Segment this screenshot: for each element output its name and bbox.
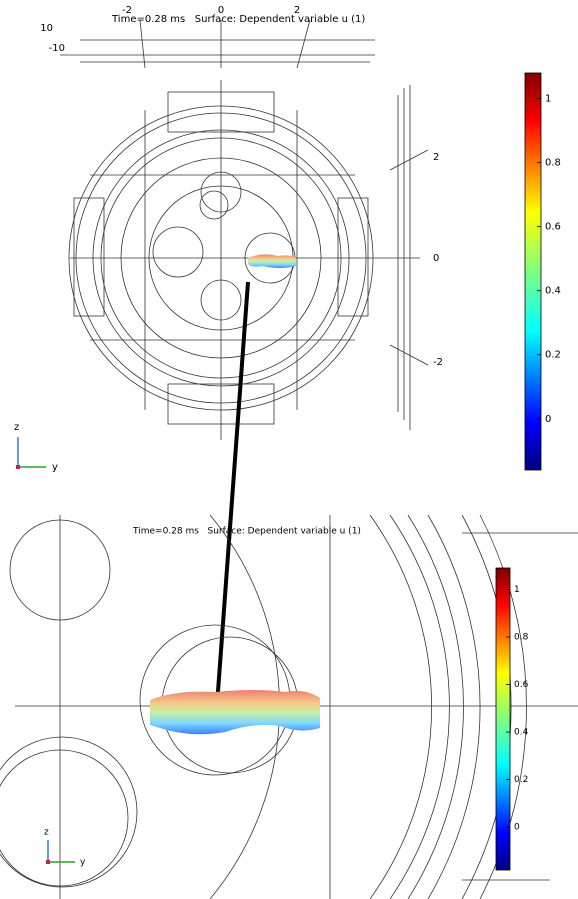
- top-geometry: [60, 20, 428, 440]
- top-colorbar: [525, 73, 541, 470]
- screenshot: Time=0.28 ms Surface: Dependent variable…: [0, 0, 578, 899]
- colorbar-tick-label: 0.2: [514, 775, 528, 785]
- zoom-axes-icon: [46, 840, 75, 864]
- colorbar-tick-label: 0: [545, 414, 551, 425]
- v-tick-label: -2: [433, 357, 443, 368]
- colorbar-tick-label: 0.6: [514, 680, 529, 690]
- solution-strip: [248, 254, 296, 268]
- colorbar: [525, 73, 541, 470]
- arrow: [217, 282, 248, 705]
- colorbar-tick-label: 0.4: [545, 286, 561, 297]
- axis-label: z: [14, 422, 19, 433]
- h-tick-label: 0: [218, 5, 224, 16]
- solution-blob: [150, 690, 320, 734]
- colorbar-tick-label: 0.8: [514, 632, 529, 642]
- axis-label: y: [80, 858, 86, 868]
- colorbar: [496, 568, 510, 870]
- colorbar-tick-label: 0.8: [545, 158, 561, 169]
- h-tick-label: 2: [294, 5, 300, 16]
- colorbar-tick-label: 1: [545, 94, 551, 105]
- top-title: Time=0.28 ms Surface: Dependent variable…: [111, 14, 365, 25]
- colorbar-tick-label: 0: [514, 823, 520, 833]
- zoom-title: Time=0.28 ms Surface: Dependent variable…: [132, 527, 361, 537]
- colorbar-tick-label: 1: [514, 585, 520, 595]
- top-axes-icon: [16, 437, 46, 469]
- v-tick-label: 2: [433, 152, 439, 163]
- colorbar-tick-label: 0.4: [514, 728, 529, 738]
- zoom-colorbar: [496, 568, 510, 870]
- h-tick-label: -2: [122, 5, 132, 16]
- depth-tick-label: -10: [49, 43, 65, 54]
- colorbar-tick-label: 0.6: [545, 222, 561, 233]
- zoom-geometry: [0, 515, 578, 899]
- v-tick-label: 0: [433, 253, 439, 264]
- axis-label: z: [44, 828, 49, 838]
- axis-label: y: [52, 462, 58, 473]
- depth-tick-label: 10: [40, 23, 53, 34]
- colorbar-tick-label: 0.2: [545, 350, 561, 361]
